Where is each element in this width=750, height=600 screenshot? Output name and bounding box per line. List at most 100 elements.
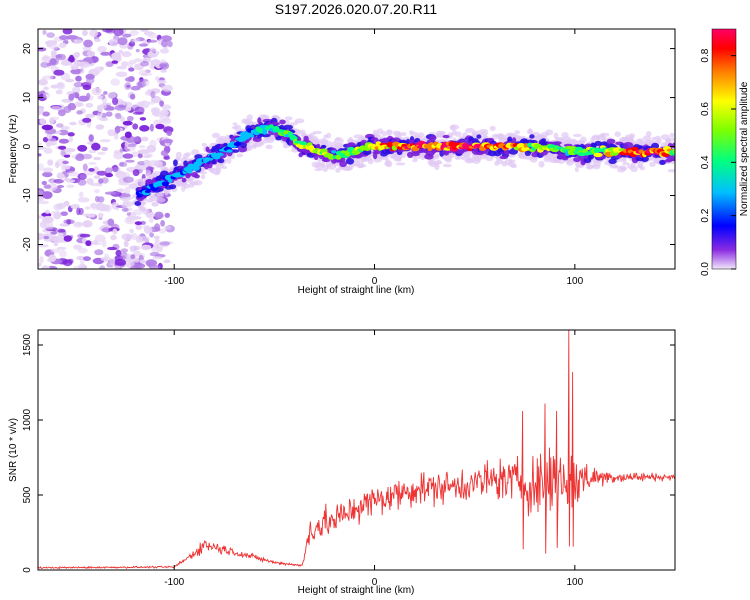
spectrogram-noise-blob: [72, 86, 81, 94]
spectrogram-noise-blob: [159, 48, 170, 54]
spectrogram-halo-blob: [193, 179, 203, 186]
spectrogram-halo-blob: [514, 130, 521, 135]
spectrogram-noise-blob: [63, 200, 70, 207]
spectrogram-noise-blob: [62, 29, 73, 35]
spectrogram-noise-blob: [101, 239, 107, 248]
spectrogram-noise-blob: [153, 242, 160, 249]
spectrogram-noise-blob: [149, 139, 157, 148]
spectrogram-noise-blob: [150, 59, 162, 67]
colorbar-gradient: [711, 28, 737, 270]
spectrogram-noise-blob: [68, 136, 74, 143]
spectrogram-noise-blob: [42, 171, 53, 178]
spectrogram-noise-blob: [98, 178, 104, 184]
spectrogram-halo-blob: [630, 165, 638, 172]
spectrogram-noise-blob: [42, 30, 47, 35]
spectrogram-halo-blob: [646, 131, 652, 137]
spectrogram-noise-blob: [50, 105, 62, 111]
spectrogram-noise-blob: [115, 113, 122, 120]
spectrogram-noise-blob: [84, 206, 91, 210]
spectrogram-noise-blob: [130, 216, 142, 220]
spectrogram-noise-blob: [60, 149, 66, 157]
spectrogram-noise-blob: [58, 232, 64, 237]
spectrogram-y-ticks: -20 -10 0 10 20: [22, 43, 675, 252]
spectrogram-halo-blob: [622, 162, 630, 166]
spectrogram-noise-blob: [118, 104, 125, 109]
spectrogram-core-blob: [341, 150, 346, 154]
spectrogram-noise-blob: [136, 80, 147, 88]
spectrogram-noise-blob: [123, 240, 129, 248]
spectrogram-noise-blob: [129, 228, 134, 234]
spectrogram-halo-blob: [139, 201, 147, 205]
spectrogram-noise-blob: [43, 147, 53, 154]
spectrogram-noise-blob: [167, 41, 173, 48]
spectrogram-noise-blob: [154, 211, 164, 220]
spectrogram-halo-blob: [648, 139, 655, 144]
spectrogram-noise-blob: [113, 29, 124, 36]
spectrogram-mid-blob: [553, 141, 562, 145]
spectrogram-halo-blob: [464, 128, 475, 133]
spectrogram-halo-blob: [442, 163, 452, 168]
spectrogram-noise-blob: [138, 79, 148, 82]
spectrogram-core-blob: [216, 152, 224, 157]
spectrogram-noise-blob: [111, 201, 119, 210]
spectrogram-noise-blob: [41, 265, 50, 269]
spectrogram-core-blob: [609, 151, 619, 156]
spectrogram-halo-blob: [191, 149, 200, 156]
spectrogram-halo-blob: [454, 131, 462, 137]
spectrogram-halo-blob: [621, 167, 627, 171]
spectrogram-noise-blob: [112, 97, 119, 106]
spectrogram-noise-blob: [97, 151, 106, 155]
y-tick-label: 500: [22, 486, 33, 503]
spectrogram-halo-blob: [232, 122, 238, 126]
spectrogram-mid-blob: [508, 148, 518, 155]
spectrogram-noise-blob: [143, 226, 153, 234]
spectrogram-noise-blob: [39, 255, 44, 264]
spectrogram-noise-blob: [77, 144, 88, 152]
spectrogram-noise-blob: [46, 140, 51, 148]
spectrogram-halo-blob: [445, 158, 452, 163]
spectrogram-noise-blob: [135, 223, 143, 231]
spectrogram-noise-blob: [139, 125, 150, 132]
spectrogram-halo-blob: [226, 157, 232, 164]
spectrogram-core-blob: [226, 149, 233, 153]
spectrogram-mid-blob: [442, 134, 450, 139]
spectrogram-noise-blob: [56, 82, 64, 88]
spectrogram-noise-blob: [74, 101, 83, 107]
spectrogram-noise-blob: [112, 228, 118, 235]
spectrogram-halo-blob: [294, 118, 305, 124]
spectrogram-noise-blob: [105, 61, 114, 68]
spectrogram-noise-blob: [38, 200, 50, 205]
spectrogram-core-blob: [320, 148, 328, 154]
spectrogram-mid-blob: [476, 134, 482, 139]
spectrogram-noise-blob: [124, 131, 132, 139]
spectrogram-noise-blob: [64, 148, 76, 153]
spectrogram-noise-blob: [122, 120, 133, 126]
spectrogram-noise-blob: [88, 162, 97, 165]
spectrogram-mid-blob: [283, 124, 293, 130]
spectrogram-noise-blob: [124, 186, 131, 195]
spectrogram-halo-blob: [434, 153, 440, 158]
spectrogram-noise-blob: [77, 179, 87, 186]
spectrogram-halo-blob: [649, 161, 656, 167]
spectrogram-mid-blob: [183, 160, 189, 166]
spectrogram-noise-blob: [56, 174, 66, 179]
spectrogram-noise-blob: [41, 124, 53, 131]
spectrogram-core-blob: [525, 147, 530, 151]
spectrogram-core-blob: [331, 150, 337, 154]
spectrogram-noise-blob: [76, 207, 81, 216]
spectrogram-noise-blob: [131, 151, 139, 157]
spectrogram-mid-blob: [623, 142, 634, 149]
spectrogram-noise-blob: [163, 156, 171, 160]
spectrogram-halo-blob: [201, 142, 207, 147]
spectrogram-noise-blob: [81, 237, 87, 244]
spectrogram-halo-blob: [435, 159, 442, 165]
spectrogram-noise-blob: [43, 75, 54, 80]
spectrogram-noise-blob: [38, 153, 42, 157]
spectrogram-noise-blob: [38, 106, 45, 114]
spectrogram-halo-blob: [579, 136, 587, 144]
spectrogram-noise-blob: [63, 154, 71, 158]
spectrogram-noise-blob: [65, 179, 76, 183]
spectrogram-noise-blob: [126, 115, 134, 122]
spectrogram-noise-blob: [55, 54, 63, 59]
